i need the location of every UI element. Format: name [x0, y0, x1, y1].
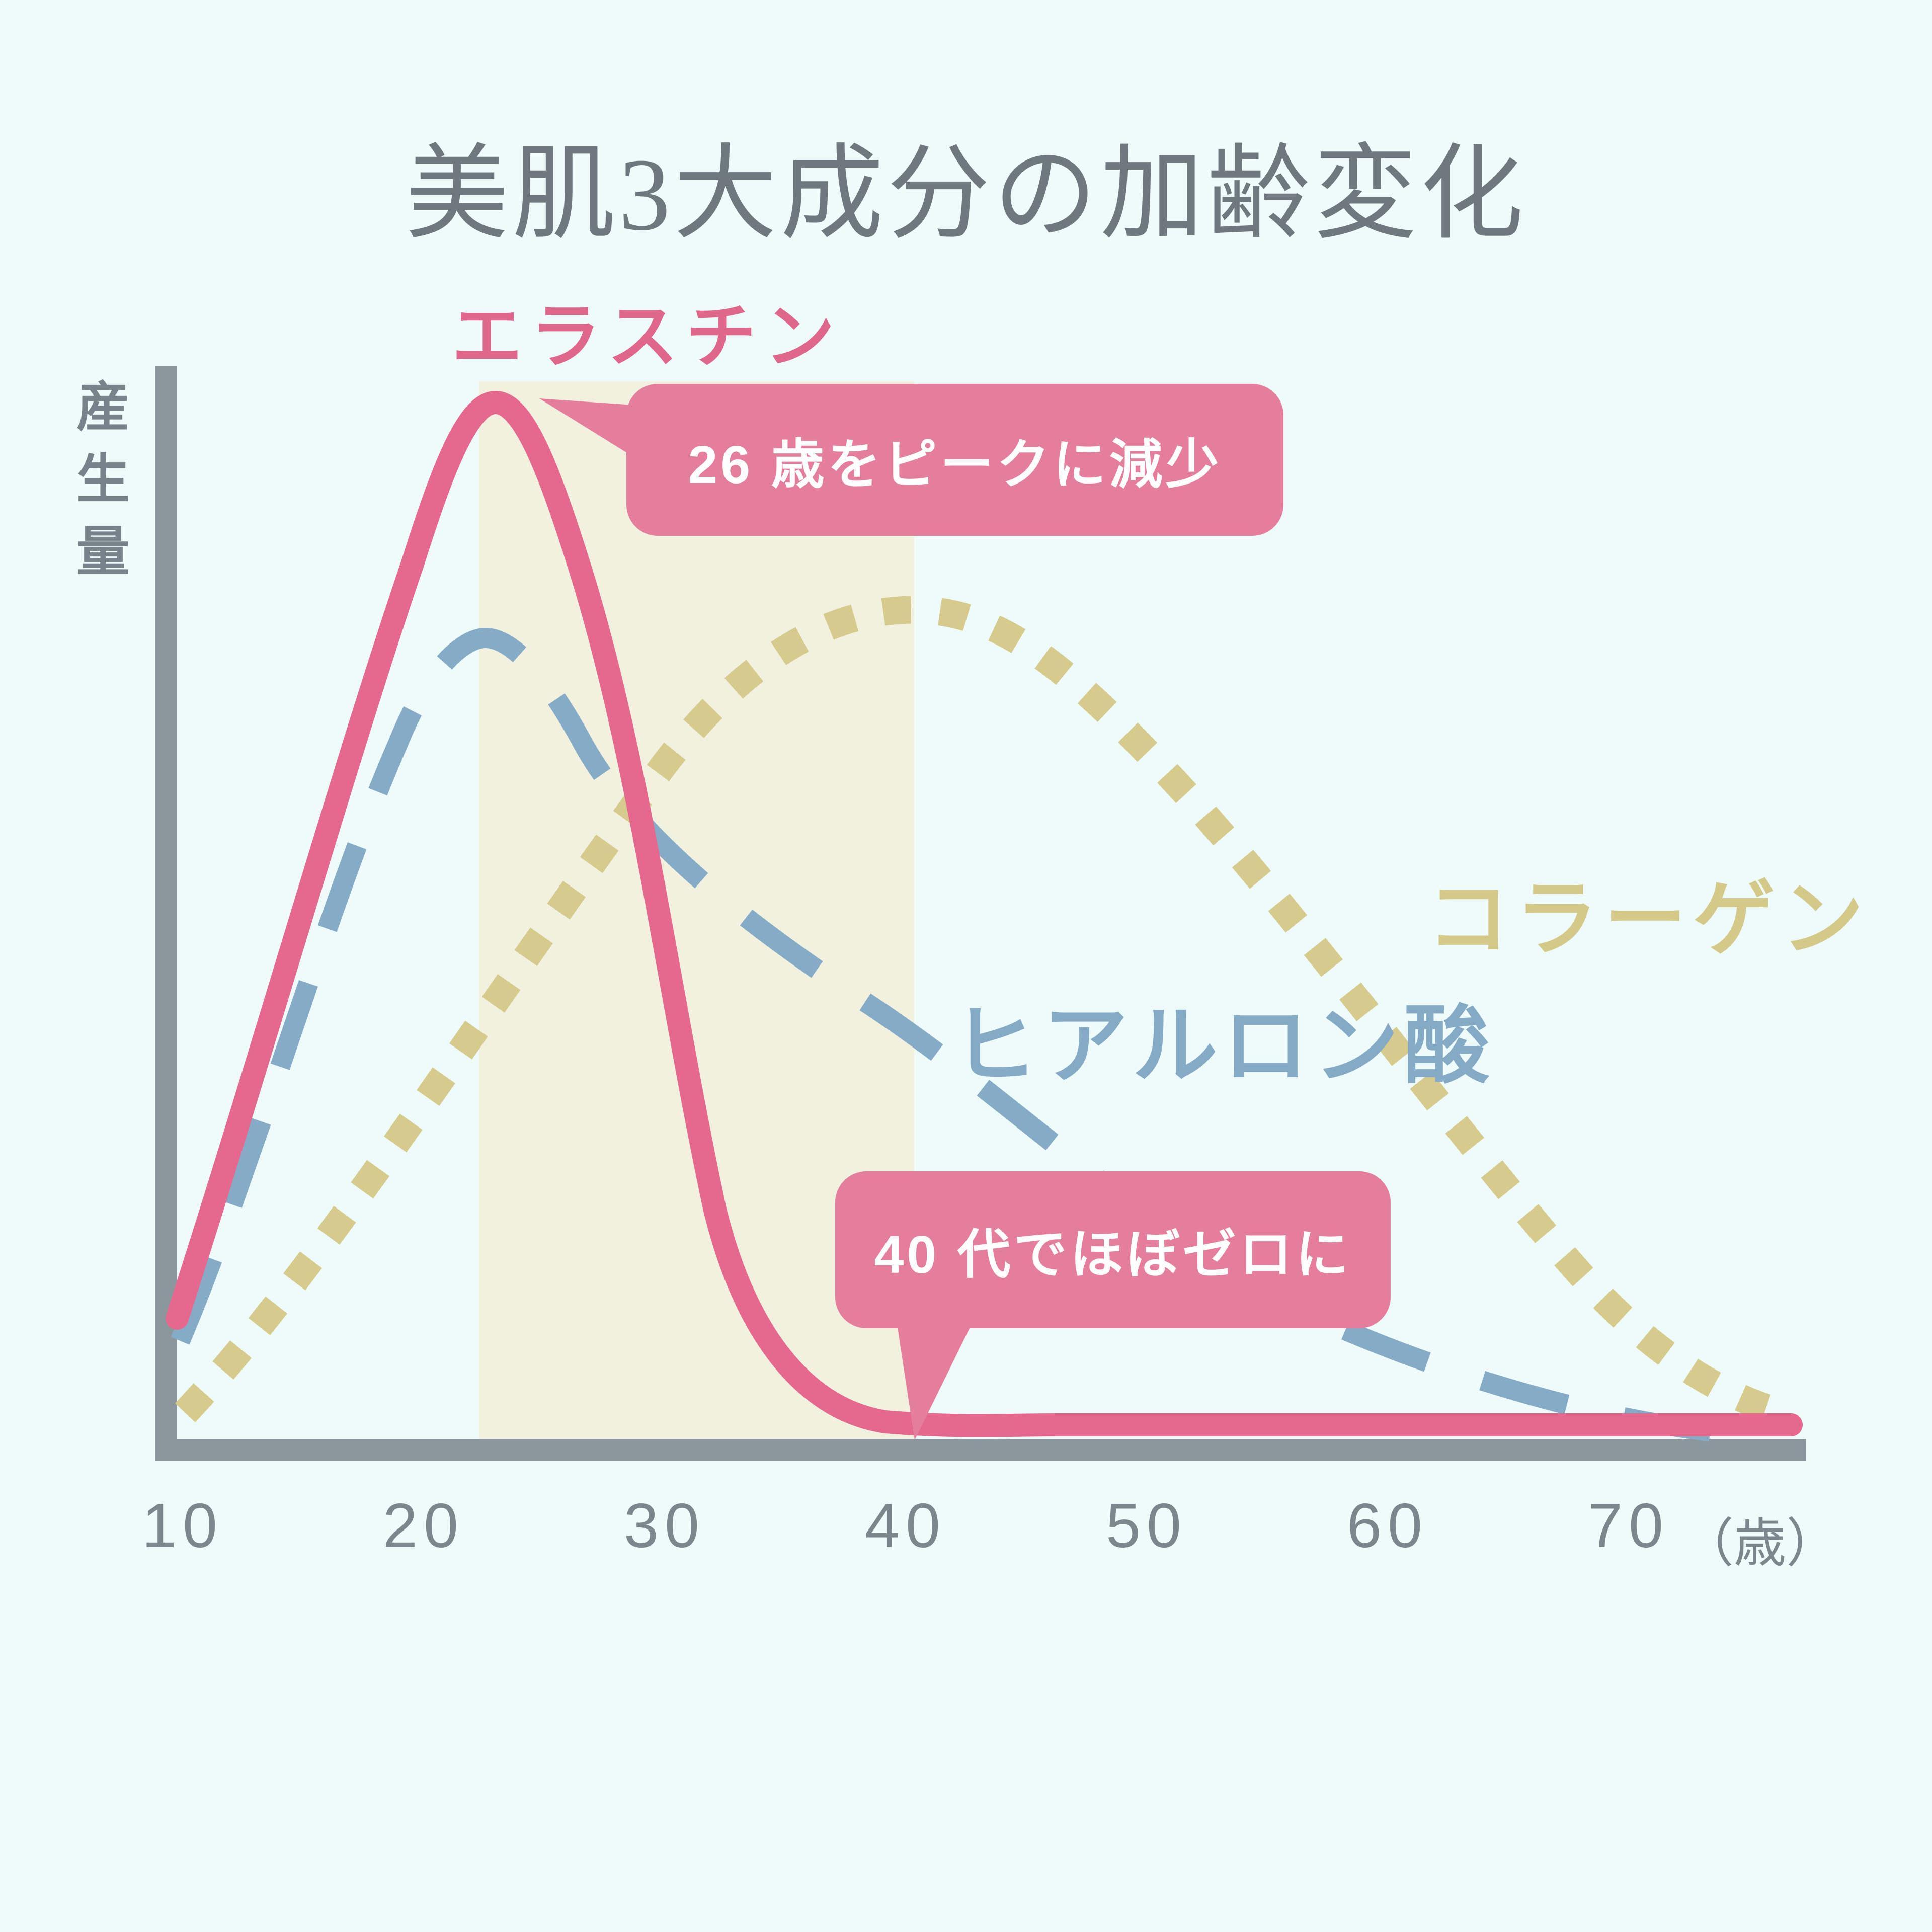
callout-peak-text: 26 歳をピークに減少 — [688, 435, 1222, 495]
hyaluronic-acid-series-label: ヒアルロン酸 — [952, 998, 1495, 1094]
x-tick-20: 20 — [383, 1491, 464, 1561]
x-tick-10: 10 — [142, 1491, 223, 1561]
y-axis-label: 産生量 — [68, 378, 128, 596]
x-tick-70: 70 — [1588, 1491, 1669, 1561]
x-tick-50: 50 — [1106, 1491, 1187, 1561]
page-title: 美肌3大成分の加齢変化 — [405, 137, 1527, 252]
x-tick-40: 40 — [865, 1491, 946, 1561]
callout-zero-bubble: 40 代でほぼゼロに — [835, 1171, 1391, 1328]
elastin-series-label: エラスチン — [452, 297, 843, 376]
collagen-curve — [175, 596, 1795, 1428]
collagen-series-label: コラーゲン — [1427, 873, 1870, 965]
x-axis-line — [155, 1439, 1806, 1461]
x-axis-unit-label: （歳） — [1681, 1514, 1839, 1573]
callout-zero-text: 40 代でほぼゼロに — [874, 1225, 1352, 1284]
callout-peak-tail — [539, 398, 640, 461]
callout-peak-bubble: 26 歳をピークに減少 — [626, 384, 1283, 536]
callout-zero-tail — [897, 1321, 973, 1440]
elastin-curve — [166, 390, 1803, 1437]
y-axis-line — [155, 366, 177, 1461]
x-tick-30: 30 — [624, 1491, 705, 1561]
x-tick-60: 60 — [1347, 1491, 1428, 1561]
